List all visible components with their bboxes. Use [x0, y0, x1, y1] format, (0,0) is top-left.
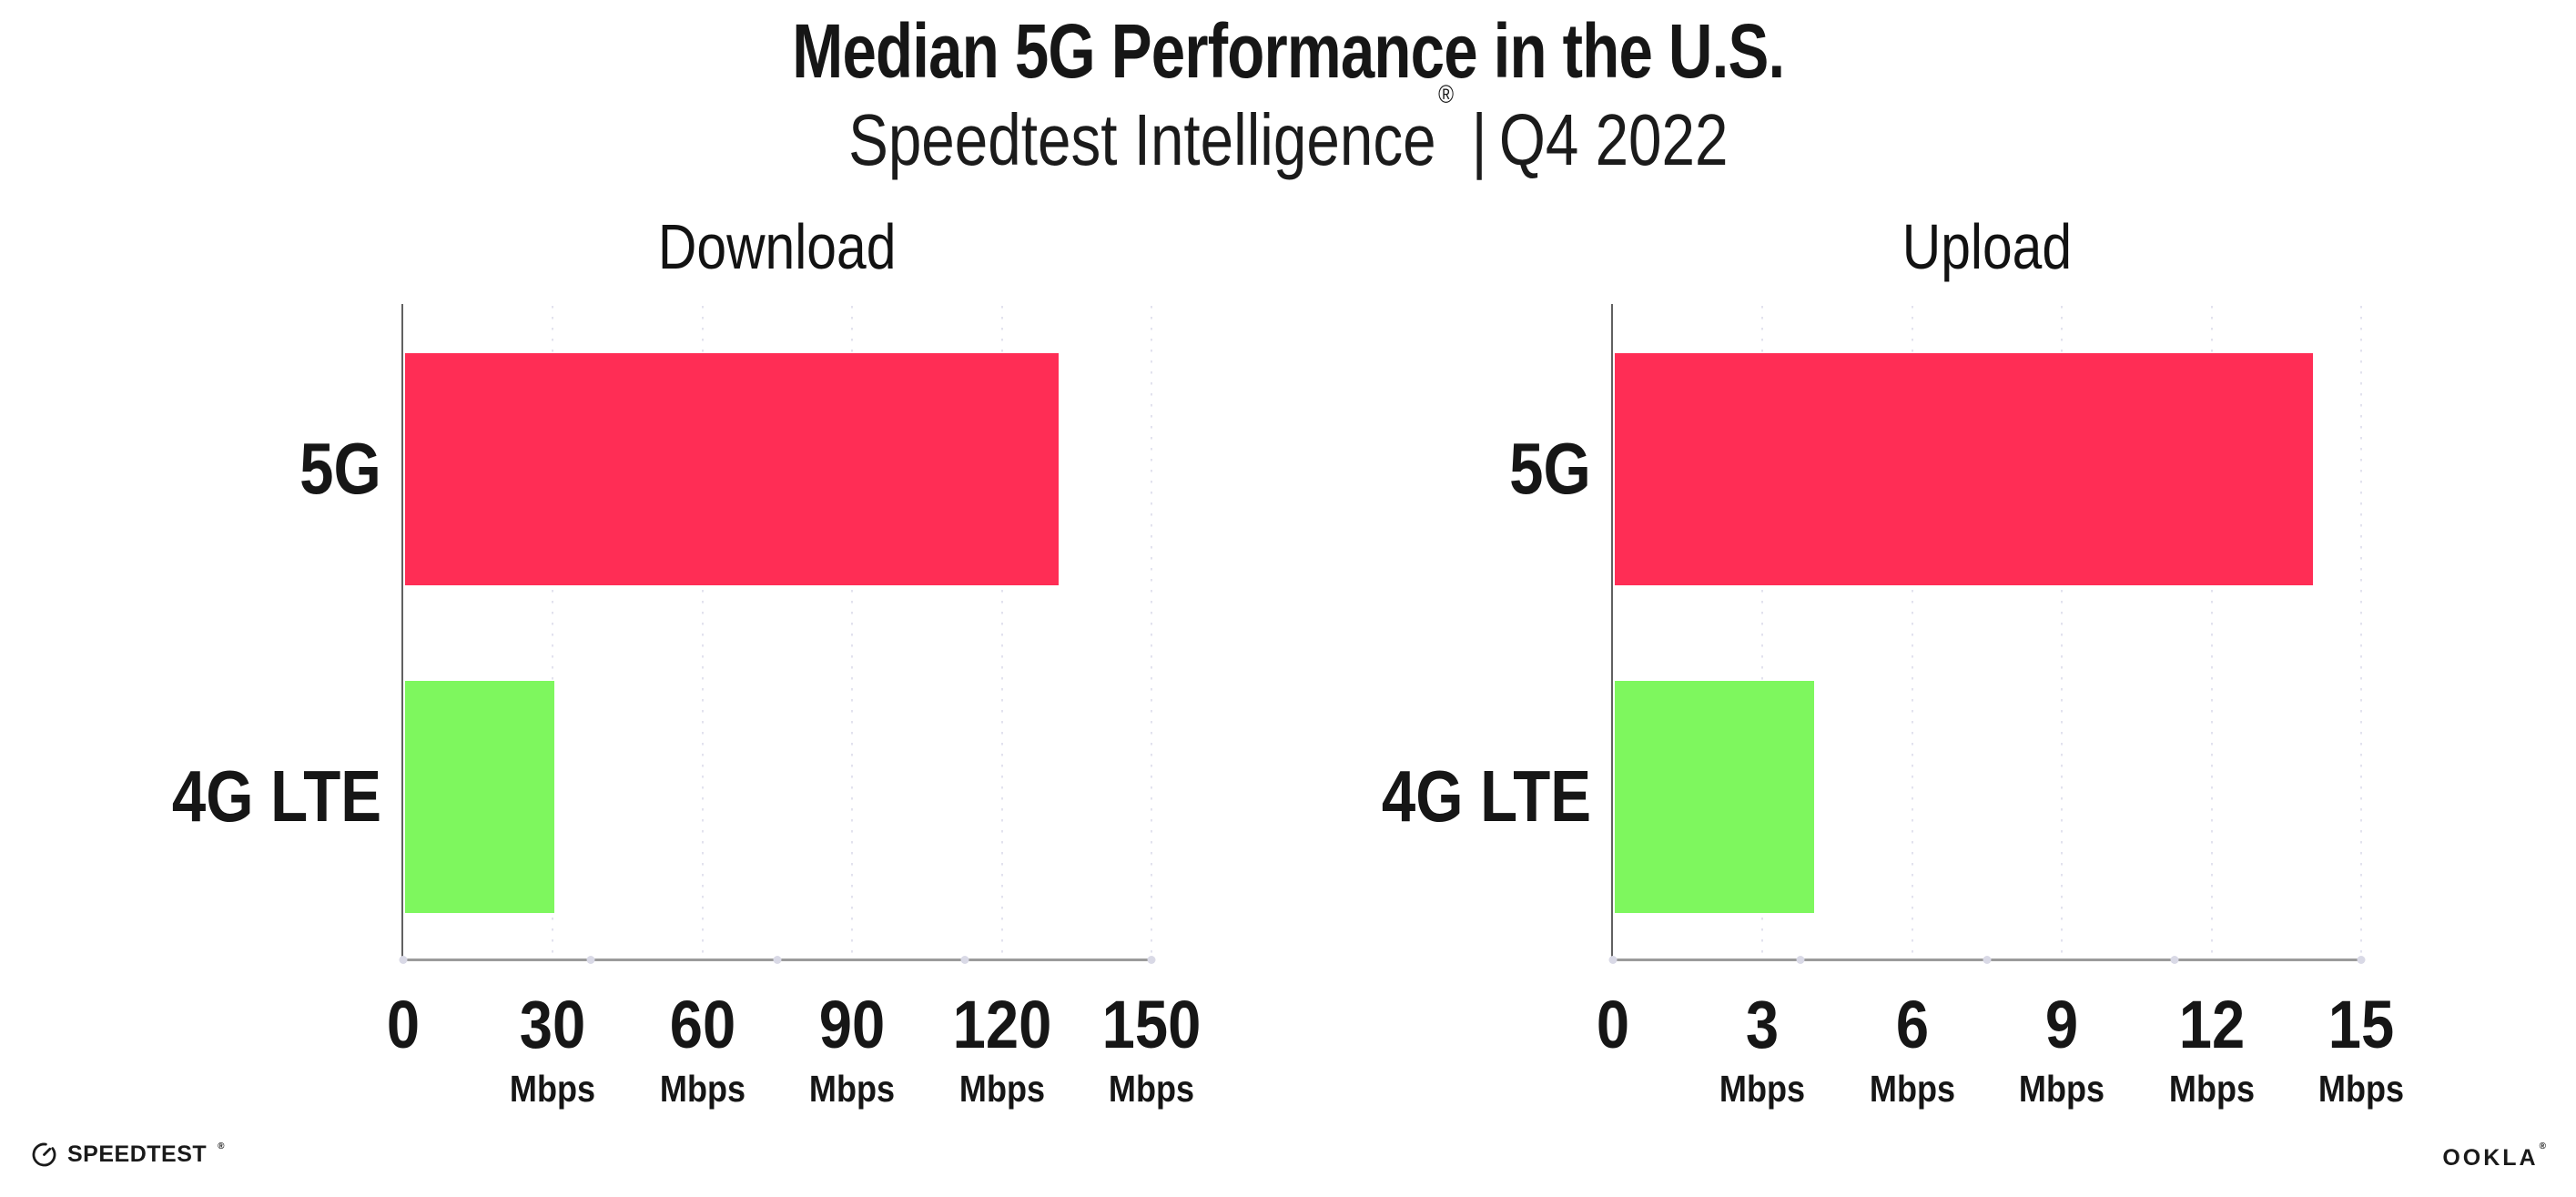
subtitle-period: Q4 2022 — [1498, 99, 1729, 180]
page-title: Median 5G Performance in the U.S. — [0, 11, 2576, 91]
axis-dot — [773, 956, 782, 964]
gridline-3 — [1761, 306, 1764, 959]
category-label-4g-lte: 4G LTE — [1381, 756, 1591, 837]
x-tick-unit: Mbps — [2019, 1068, 2105, 1110]
axis-dot — [960, 956, 969, 964]
category-label-5g: 5G — [299, 428, 381, 509]
x-tick-value: 9 — [2045, 987, 2079, 1062]
download-chart-title: Download — [658, 211, 897, 282]
gridline-9 — [2061, 306, 2064, 959]
bar-5g — [405, 353, 1059, 585]
axis-dot — [586, 956, 594, 964]
ookla-reg-mark: ® — [2539, 1141, 2549, 1151]
bar-4g-lte — [1615, 681, 1815, 913]
x-tick-unit: Mbps — [510, 1068, 596, 1110]
x-tick-90: 90 Mbps — [804, 991, 901, 1108]
category-label-5g: 5G — [1509, 428, 1591, 509]
axis-dot — [1796, 956, 1804, 964]
bar-5g — [1615, 353, 2314, 585]
category-label-4g-lte: 4G LTE — [171, 756, 381, 837]
page-title-text: Median 5G Performance in the U.S. — [791, 8, 1785, 94]
registered-trademark-mark: ® — [1437, 80, 1454, 109]
x-tick-value: 15 — [2328, 987, 2395, 1062]
upload-chart-plot: Upload 5G 4G LTE 0 3 Mbps 6 Mbps 9 Mbps 12 Mbps 15 M… — [1382, 215, 2404, 1108]
page-subtitle: Speedtest Intelligence® | Q4 2022 — [0, 81, 2576, 180]
x-tick-unit: Mbps — [1108, 1068, 1195, 1110]
x-tick-0: 0 — [384, 991, 421, 1059]
x-tick-value: 90 — [818, 987, 886, 1062]
x-tick-value: 150 — [1101, 987, 1202, 1062]
x-tick-value: 60 — [669, 987, 736, 1062]
ookla-wordmark: OOKLA — [2442, 1145, 2539, 1171]
x-tick-unit: Mbps — [809, 1068, 896, 1110]
gridline-120 — [1000, 306, 1003, 959]
gridline-15 — [2360, 306, 2362, 959]
speedtest-wordmark: SPEEDTEST — [67, 1141, 208, 1167]
bar-4g-lte — [405, 681, 555, 913]
x-tick-15: 15 Mbps — [2312, 991, 2409, 1108]
axis-dot — [2357, 956, 2366, 964]
x-tick-unit: Mbps — [2317, 1068, 2405, 1110]
x-tick-value: 0 — [386, 987, 421, 1062]
x-tick-9: 9 Mbps — [2013, 991, 2111, 1108]
x-tick-value: 0 — [1596, 987, 1630, 1062]
x-tick-60: 60 Mbps — [654, 991, 751, 1108]
gridline-90 — [851, 306, 854, 959]
x-tick-0: 0 — [1594, 991, 1631, 1059]
x-tick-unit: Mbps — [2168, 1068, 2255, 1110]
gauge-needle — [43, 1147, 52, 1156]
x-tick-120: 120 Mbps — [946, 991, 1058, 1108]
gridline-60 — [701, 306, 704, 959]
x-tick-150: 150 Mbps — [1095, 991, 1207, 1108]
speedtest-gauge-icon — [32, 1142, 56, 1167]
axis-dot — [2170, 956, 2178, 964]
x-tick-12: 12 Mbps — [2163, 991, 2260, 1108]
x-tick-unit: Mbps — [659, 1068, 745, 1110]
upload-chart-title: Upload — [1902, 211, 2073, 282]
speedtest-logo: SPEEDTEST ® — [31, 1141, 225, 1168]
gridline-30 — [552, 306, 554, 959]
axis-dot — [399, 956, 408, 964]
x-tick-unit: Mbps — [1869, 1068, 1955, 1110]
speedtest-reg-mark: ® — [218, 1141, 225, 1151]
x-tick-30: 30 Mbps — [504, 991, 602, 1108]
axis-dot — [1147, 956, 1156, 964]
x-tick-value: 30 — [520, 987, 586, 1062]
gridline-150 — [1151, 306, 1152, 959]
subtitle-brand: Speedtest Intelligence — [847, 99, 1436, 180]
x-tick-value: 6 — [1895, 987, 1929, 1062]
x-tick-unit: Mbps — [1719, 1068, 1806, 1110]
x-tick-value: 12 — [2178, 987, 2245, 1062]
x-tick-3: 3 Mbps — [1714, 991, 1811, 1108]
axis-dot — [1608, 956, 1618, 964]
subtitle-divider: | — [1471, 99, 1487, 180]
x-tick-value: 3 — [1746, 987, 1780, 1062]
ookla-logo: OOKLA® — [2442, 1141, 2549, 1172]
gridline-12 — [2210, 306, 2213, 959]
gridline-6 — [1911, 306, 1913, 959]
download-chart-plot: Download 5G 4G LTE 0 30 Mbps 60 Mbps 90 Mbps 120 M… — [172, 215, 1202, 1108]
axis-dot — [1983, 956, 1992, 964]
x-tick-6: 6 Mbps — [1863, 991, 1961, 1108]
x-tick-value: 120 — [952, 987, 1051, 1062]
x-tick-unit: Mbps — [958, 1068, 1045, 1110]
